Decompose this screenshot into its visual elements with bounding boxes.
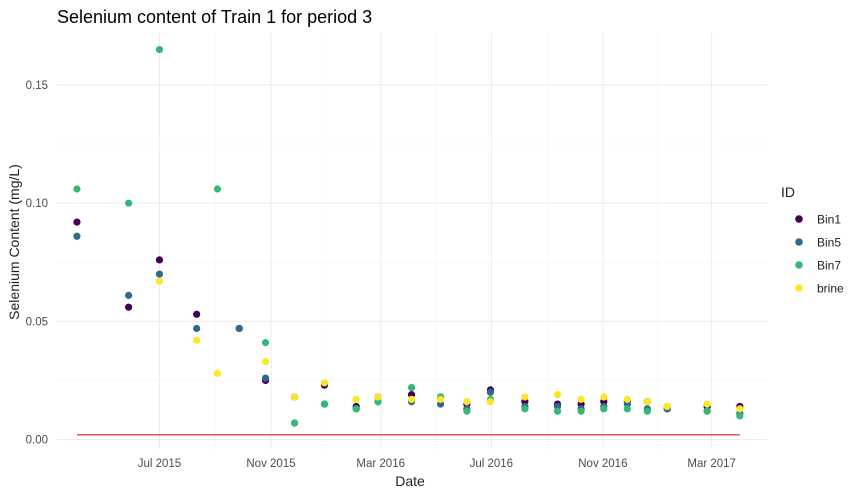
- data-point: [73, 232, 81, 240]
- data-point: [600, 405, 608, 413]
- data-point: [261, 374, 270, 382]
- y-axis-title: Selenium Content (mg/L): [6, 164, 22, 320]
- data-point: [155, 256, 164, 264]
- data-point: [213, 369, 222, 377]
- data-point: [521, 393, 529, 401]
- x-tick-label: Jul 2015: [138, 458, 181, 470]
- data-point: [125, 199, 133, 207]
- data-point: [261, 339, 270, 347]
- data-point: [407, 383, 416, 392]
- data-point: [320, 379, 329, 387]
- data-point: [703, 407, 711, 415]
- data-point: [155, 45, 164, 54]
- axes: 0.00 0.05 0.10 0.15 Jul 2015 Nov 2015 Mar 2016…: [26, 80, 736, 470]
- data-point: [125, 291, 133, 299]
- data-point: [125, 303, 133, 311]
- legend-key: [795, 284, 803, 292]
- legend-label: Bin1: [817, 213, 841, 227]
- data-point: [213, 185, 222, 193]
- y-tick-label: 0.05: [26, 316, 48, 328]
- data-point: [374, 393, 382, 401]
- data-point: [193, 324, 201, 333]
- data-point: [663, 402, 671, 411]
- data-point: [352, 405, 360, 413]
- data-point: [521, 405, 529, 413]
- y-tick-label: 0.00: [26, 435, 48, 447]
- legend-label: brine: [817, 282, 844, 296]
- data-point: [235, 324, 243, 333]
- data-point: [577, 407, 585, 415]
- data-point: [623, 395, 631, 403]
- legend-key: [795, 238, 803, 246]
- data-points: [73, 45, 744, 427]
- data-point: [553, 391, 562, 399]
- series-bin1: [73, 218, 744, 413]
- data-point: [352, 395, 360, 403]
- x-tick-label: Nov 2015: [246, 458, 295, 470]
- data-point: [261, 357, 270, 366]
- legend-key: [795, 215, 803, 223]
- legend-key: [795, 261, 803, 269]
- x-axis-title: Date: [395, 473, 425, 489]
- chart-title: Selenium content of Train 1 for period 3: [57, 7, 372, 27]
- data-point: [463, 398, 471, 406]
- data-point: [73, 185, 81, 193]
- legend-title: ID: [781, 184, 795, 200]
- data-point: [436, 395, 445, 403]
- data-point: [407, 395, 416, 403]
- data-point: [736, 412, 744, 420]
- data-point: [193, 336, 201, 344]
- data-point: [703, 400, 711, 408]
- x-tick-label: Mar 2017: [687, 458, 736, 470]
- data-point: [290, 393, 299, 401]
- x-tick-label: Jul 2016: [470, 458, 513, 470]
- data-point: [290, 419, 299, 427]
- data-point: [643, 407, 651, 415]
- x-tick-label: Nov 2016: [578, 458, 627, 470]
- data-point: [486, 398, 495, 406]
- data-point: [320, 400, 329, 408]
- data-point: [623, 405, 631, 413]
- data-point: [600, 393, 608, 401]
- data-point: [73, 218, 81, 226]
- legend: ID Bin1 Bin5 Bin7 brine: [781, 184, 844, 296]
- data-point: [553, 407, 562, 415]
- data-point: [155, 270, 164, 278]
- legend-label: Bin5: [817, 236, 841, 250]
- data-point: [643, 398, 651, 406]
- legend-label: Bin7: [817, 259, 841, 273]
- data-point: [463, 407, 471, 415]
- data-point: [193, 310, 201, 318]
- y-tick-label: 0.15: [26, 80, 48, 92]
- series-brine: [155, 277, 744, 413]
- data-point: [486, 388, 495, 396]
- series-bin7: [73, 45, 744, 427]
- x-tick-label: Mar 2016: [356, 458, 405, 470]
- data-point: [155, 277, 164, 285]
- series-bin5: [73, 232, 744, 427]
- data-point: [577, 395, 585, 403]
- grid: [57, 33, 767, 449]
- y-tick-label: 0.10: [26, 198, 48, 210]
- data-point: [736, 405, 744, 413]
